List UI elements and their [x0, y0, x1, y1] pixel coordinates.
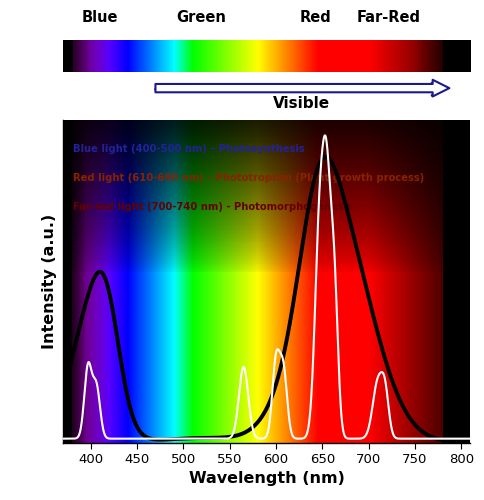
Text: Blue light (400-500 nm) – Photosynthesis: Blue light (400-500 nm) – Photosynthesis [73, 144, 304, 154]
Text: Far-red light (700-740 nm) - Photomorphogenesis: Far-red light (700-740 nm) - Photomorpho… [73, 202, 353, 212]
Y-axis label: Intensity (a.u.): Intensity (a.u.) [43, 214, 58, 349]
Text: Green: Green [176, 10, 226, 26]
Text: Blue: Blue [81, 10, 118, 26]
Text: Red: Red [299, 10, 331, 26]
FancyArrowPatch shape [155, 80, 448, 96]
Text: Visible: Visible [272, 96, 329, 110]
Text: Far-Red: Far-Red [356, 10, 420, 26]
X-axis label: Wavelength (nm): Wavelength (nm) [188, 472, 344, 486]
Text: Red light (610-690 nm) – Phototropism (Plant growth process): Red light (610-690 nm) – Phototropism (P… [73, 173, 424, 183]
